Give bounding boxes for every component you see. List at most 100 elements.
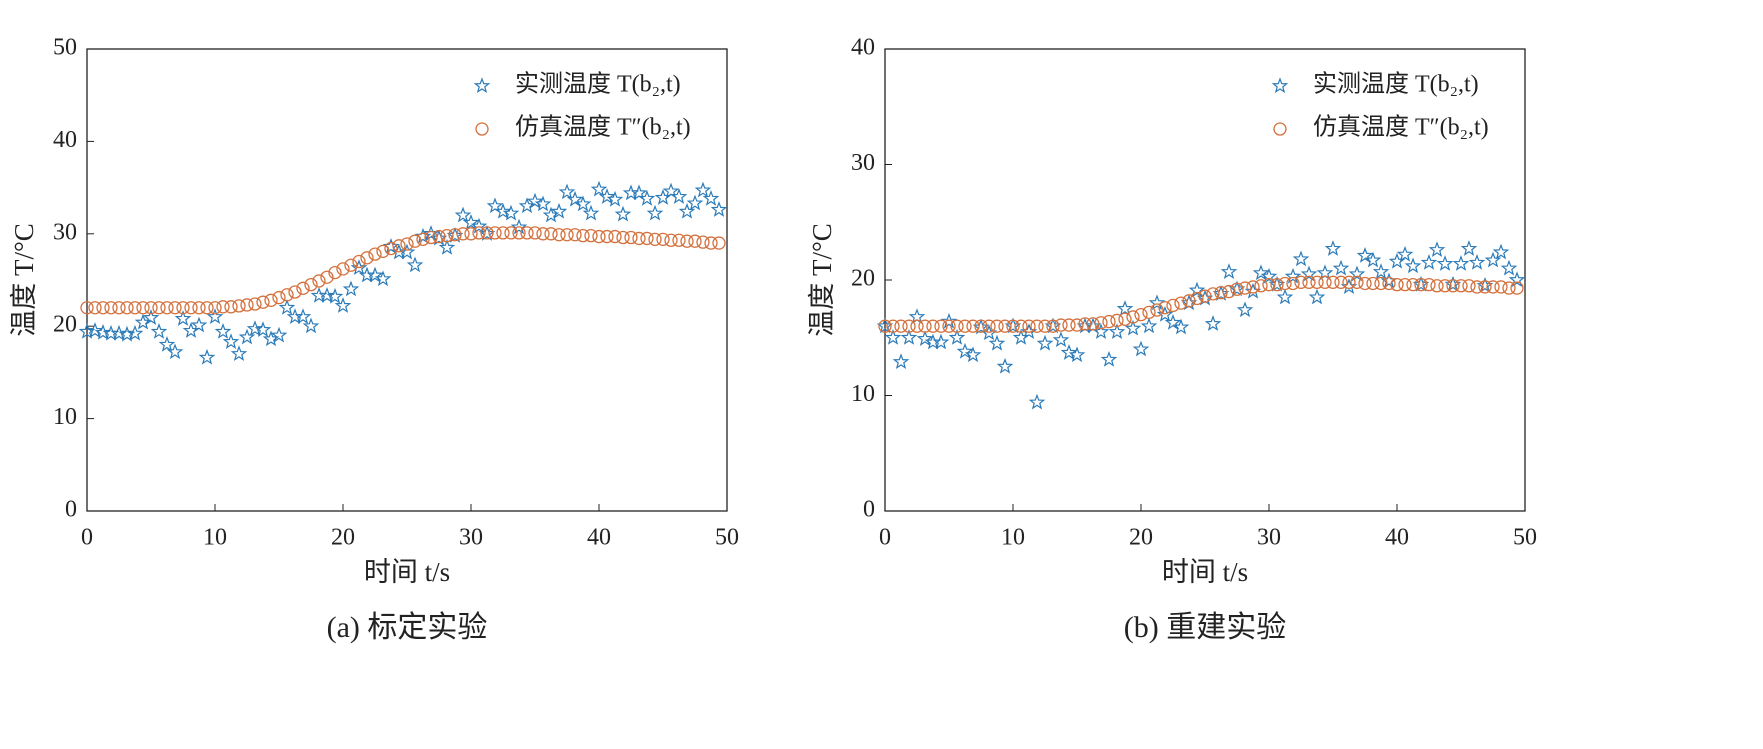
circle-point — [1094, 316, 1108, 330]
x-tick-label: 10 — [203, 525, 227, 551]
star-point — [606, 190, 624, 207]
star-point — [1324, 240, 1342, 256]
y-tick-label: 30 — [851, 150, 875, 176]
star-point — [1068, 346, 1086, 363]
legend-marker — [475, 122, 489, 136]
circle-point — [120, 301, 134, 315]
star-point — [438, 238, 456, 255]
circle-point — [672, 233, 686, 247]
circle-point — [1174, 296, 1188, 310]
star-point — [318, 286, 336, 303]
circle-point — [320, 270, 334, 284]
circle-point — [1254, 279, 1268, 293]
circle-point — [998, 319, 1012, 333]
star-point — [254, 321, 272, 337]
circle-point — [1494, 280, 1508, 294]
circle-point — [1078, 317, 1092, 331]
circle-point — [712, 236, 726, 250]
circle-point — [384, 241, 398, 256]
circle-point — [1054, 318, 1068, 332]
x-tick-label: 40 — [587, 525, 611, 551]
star-point — [454, 206, 472, 223]
circle-point — [1166, 298, 1180, 313]
circle-point — [918, 319, 932, 333]
star-point — [1260, 267, 1278, 284]
circle-point — [528, 226, 542, 240]
circle-point — [632, 231, 646, 246]
star-point — [892, 353, 910, 370]
circle-point — [966, 319, 980, 333]
circle-point — [416, 232, 430, 246]
circle-point — [1278, 276, 1292, 291]
star-point — [342, 280, 360, 297]
star-point — [1132, 340, 1150, 357]
x-tick-label: 50 — [1513, 525, 1537, 551]
circle-point — [974, 319, 988, 333]
star-point — [502, 204, 520, 221]
star-point — [678, 202, 696, 219]
circle-point — [208, 301, 222, 315]
star-point — [996, 357, 1014, 374]
circle-point — [504, 226, 518, 240]
star-point — [214, 323, 232, 339]
legend-marker — [1271, 77, 1289, 94]
circle-point — [680, 234, 694, 248]
y-tick-label: 40 — [53, 127, 77, 153]
circle-point — [520, 226, 534, 240]
circle-point — [1366, 276, 1380, 291]
circle-point — [958, 319, 972, 333]
star-point — [166, 343, 184, 360]
circle-point — [456, 227, 470, 241]
star-point — [374, 270, 392, 287]
plot-frame — [86, 48, 728, 512]
star-point — [190, 316, 208, 333]
circle-point — [536, 227, 550, 241]
circle-point — [176, 301, 190, 315]
circle-point — [360, 251, 374, 265]
star-point — [1428, 241, 1446, 258]
circle-point — [1382, 276, 1396, 291]
star-point — [1500, 259, 1518, 276]
circle-point — [472, 226, 486, 240]
circle-point — [1110, 313, 1124, 328]
circle-point — [568, 228, 582, 242]
star-point — [686, 194, 704, 211]
star-point — [948, 329, 966, 345]
circle-point — [440, 228, 454, 243]
circle-point — [1422, 277, 1436, 292]
y-axis-label: 温度 T/°C — [807, 223, 837, 337]
x-tick-label: 10 — [1001, 525, 1025, 551]
circle-point — [616, 230, 630, 245]
star-point — [1332, 259, 1350, 276]
circle-point — [1230, 282, 1244, 296]
circle-point — [80, 301, 94, 315]
star-point — [638, 189, 656, 206]
circle-point — [910, 319, 924, 333]
circle-point — [480, 226, 494, 240]
star-point — [558, 183, 576, 200]
x-tick-label: 20 — [331, 525, 355, 551]
star-point — [702, 189, 720, 206]
circle-point — [664, 233, 678, 247]
star-point — [198, 348, 216, 365]
circle-point — [1046, 319, 1060, 333]
circle-point — [704, 236, 718, 250]
circle-point — [1446, 279, 1460, 293]
circle-point — [1374, 276, 1388, 291]
star-point — [270, 326, 288, 343]
circle-point — [624, 230, 638, 245]
circle-point — [878, 319, 892, 333]
circle-point — [560, 228, 574, 242]
circle-point — [688, 234, 702, 248]
x-tick-label: 20 — [1129, 525, 1153, 551]
x-tick-label: 0 — [81, 525, 93, 551]
y-tick-label: 50 — [53, 35, 77, 61]
star-point — [1180, 294, 1198, 311]
circle-point — [1030, 319, 1044, 333]
star-point — [550, 202, 568, 219]
circle-point — [1182, 294, 1196, 308]
star-point — [94, 323, 112, 340]
circle-point — [1398, 277, 1412, 292]
circle-point — [1102, 314, 1116, 329]
circle-point — [272, 290, 286, 305]
